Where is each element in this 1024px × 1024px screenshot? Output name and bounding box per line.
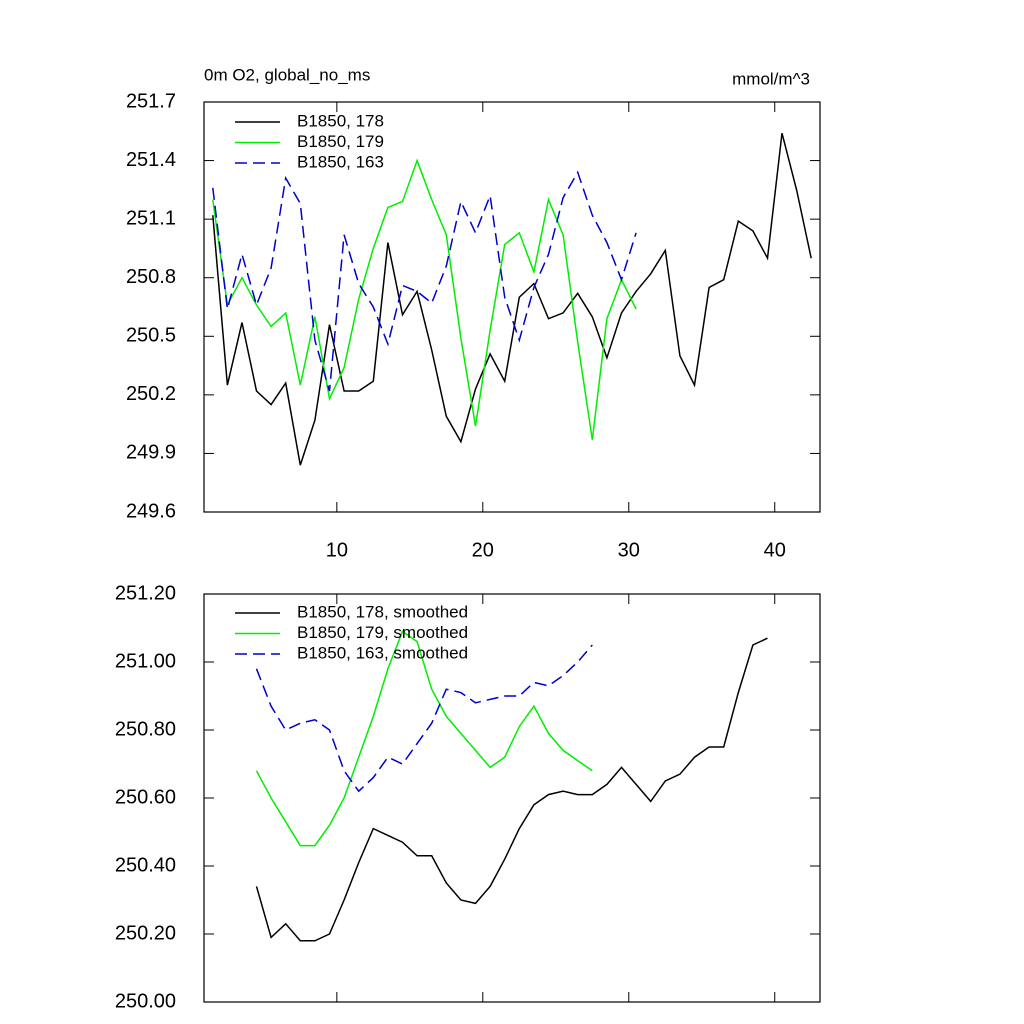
series-line — [212, 170, 637, 392]
y-tick-label: 250.40 — [115, 854, 176, 876]
series-line — [255, 630, 593, 847]
legend-label: B1850, 163 — [297, 152, 384, 171]
y-tick-label: 250.5 — [126, 325, 176, 347]
y-tick-label: 249.6 — [126, 500, 176, 522]
legend-label: B1850, 178, smoothed — [297, 602, 468, 621]
y-tick-label: 250.00 — [115, 990, 176, 1012]
y-tick-label: 251.7 — [126, 90, 176, 112]
series-line — [255, 644, 593, 793]
legend-label: B1850, 163, smoothed — [297, 643, 468, 662]
x-tick-label: 30 — [618, 539, 640, 561]
y-tick-label: 251.00 — [115, 650, 176, 672]
y-tick-label: 250.60 — [115, 786, 176, 808]
legend-label: B1850, 179, smoothed — [297, 623, 468, 642]
legend-label: B1850, 178 — [297, 111, 384, 130]
y-tick-label: 251.4 — [126, 149, 176, 171]
y-tick-label: 249.9 — [126, 442, 176, 464]
plot-frame — [203, 101, 821, 513]
units-label: mmol/m^3 — [732, 69, 810, 88]
y-tick-label: 250.20 — [115, 922, 176, 944]
x-tick-label: 40 — [764, 539, 786, 561]
y-tick-label: 250.2 — [126, 383, 176, 405]
series-line — [212, 133, 812, 466]
chart-title: 0m O2, global_no_ms — [204, 65, 370, 84]
legend-label: B1850, 179 — [297, 132, 384, 151]
y-tick-label: 251.1 — [126, 207, 176, 229]
series-line — [212, 158, 637, 440]
y-tick-label: 250.8 — [126, 266, 176, 288]
y-tick-label: 251.20 — [115, 582, 176, 604]
series-line — [255, 637, 768, 942]
x-tick-label: 10 — [326, 539, 348, 561]
x-tick-label: 20 — [472, 539, 494, 561]
y-tick-label: 250.80 — [115, 718, 176, 740]
